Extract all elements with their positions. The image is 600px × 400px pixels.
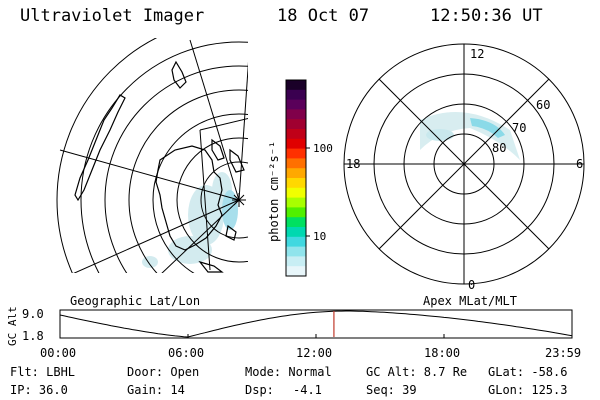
geo-latitude-circles bbox=[56, 38, 248, 273]
colorbar-stripe bbox=[286, 129, 306, 140]
colorbar-stripe bbox=[286, 207, 306, 218]
colorbar-ticks bbox=[306, 147, 310, 237]
colorbar-stripe bbox=[286, 227, 306, 238]
colorbar-frame bbox=[285, 79, 307, 277]
colorbar-stripe bbox=[286, 256, 306, 267]
altitude-xtick-3: 18:00 bbox=[424, 346, 460, 360]
apex-aurora-emission bbox=[420, 112, 520, 160]
colorbar bbox=[286, 80, 306, 277]
geographic-map bbox=[56, 38, 248, 273]
altitude-curve bbox=[59, 310, 573, 338]
colorbar-stripe bbox=[286, 236, 306, 248]
footer-filter: Flt: LBHL bbox=[10, 365, 75, 379]
altitude-ylabel: GC Alt bbox=[6, 306, 19, 346]
mlat-label-70: 70 bbox=[512, 121, 526, 135]
altitude-xtick-1: 06:00 bbox=[168, 346, 204, 360]
geo-meridians bbox=[59, 39, 248, 273]
geo-pole-marker bbox=[232, 193, 246, 207]
altitude-ytick-top: 9.0 bbox=[22, 307, 44, 321]
geo-coastlines bbox=[74, 60, 245, 273]
colorbar-tick-100: 100 bbox=[313, 142, 333, 155]
altitude-xticks bbox=[187, 334, 445, 338]
mlat-label-80: 80 bbox=[492, 141, 506, 155]
instrument-title: Ultraviolet Imager bbox=[20, 6, 205, 26]
footer-dsp-label: Dsp: bbox=[245, 383, 274, 397]
colorbar-stripe bbox=[286, 217, 306, 228]
mlat-label-60: 60 bbox=[536, 98, 550, 112]
colorbar-stripe bbox=[286, 148, 306, 159]
colorbar-tick-10: 10 bbox=[313, 230, 326, 243]
altitude-ytick-bottom: 1.8 bbox=[22, 329, 44, 343]
colorbar-stripe bbox=[286, 246, 306, 257]
altitude-xtick-4: 23:59 bbox=[545, 346, 581, 360]
colorbar-stripe bbox=[286, 109, 306, 120]
footer-seq: Seq: 39 bbox=[366, 383, 417, 397]
time-label: 12:50:36 UT bbox=[430, 6, 543, 26]
apex-map bbox=[343, 43, 585, 285]
colorbar-stripe bbox=[286, 138, 306, 150]
date-label: 18 Oct 07 bbox=[277, 6, 370, 26]
mlt-label-6: 6 bbox=[576, 157, 583, 171]
apex-grid bbox=[343, 43, 585, 285]
apex-map-title: Apex MLat/MLT bbox=[423, 294, 517, 308]
footer-gain: Gain: 14 bbox=[127, 383, 185, 397]
geo-limb-boundary bbox=[199, 117, 248, 271]
footer-glat: GLat: -58.6 bbox=[488, 365, 567, 379]
colorbar-stripe bbox=[286, 80, 306, 91]
mlt-label-0: 0 bbox=[468, 278, 475, 292]
colorbar-stripe bbox=[286, 187, 306, 199]
colorbar-stripe bbox=[286, 266, 306, 277]
colorbar-stripe bbox=[286, 119, 306, 130]
colorbar-stripe bbox=[286, 89, 306, 101]
altitude-plot bbox=[59, 309, 573, 339]
colorbar-stripe bbox=[286, 99, 306, 110]
colorbar-stripe bbox=[286, 178, 306, 189]
colorbar-stripe bbox=[286, 158, 306, 169]
colorbar-unit-label: photon cm⁻²s⁻¹ bbox=[267, 141, 281, 242]
footer-gc-alt: GC Alt: 8.7 Re bbox=[366, 365, 467, 379]
footer-door: Door: Open bbox=[127, 365, 199, 379]
mlt-label-12: 12 bbox=[470, 47, 484, 61]
geo-map-title: Geographic Lat/Lon bbox=[70, 294, 200, 308]
altitude-xtick-2: 12:00 bbox=[296, 346, 332, 360]
colorbar-stripe bbox=[286, 197, 306, 208]
footer-glon: GLon: 125.3 bbox=[488, 383, 567, 397]
footer-ip: IP: 36.0 bbox=[10, 383, 68, 397]
mlt-label-18: 18 bbox=[346, 157, 360, 171]
footer-mode: Mode: Normal bbox=[245, 365, 332, 379]
altitude-xtick-0: 00:00 bbox=[40, 346, 76, 360]
footer-dsp-value: -4.1 bbox=[293, 383, 322, 397]
colorbar-stripe bbox=[286, 168, 306, 179]
